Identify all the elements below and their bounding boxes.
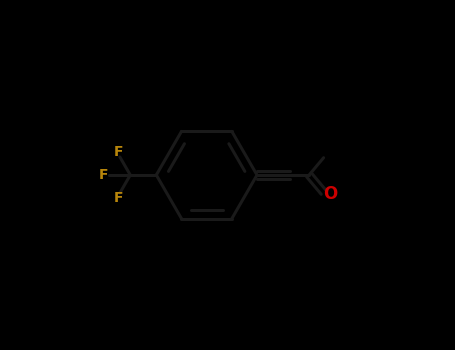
Text: F: F xyxy=(113,145,123,159)
Text: O: O xyxy=(324,185,338,203)
Text: F: F xyxy=(113,191,123,205)
Text: F: F xyxy=(98,168,108,182)
